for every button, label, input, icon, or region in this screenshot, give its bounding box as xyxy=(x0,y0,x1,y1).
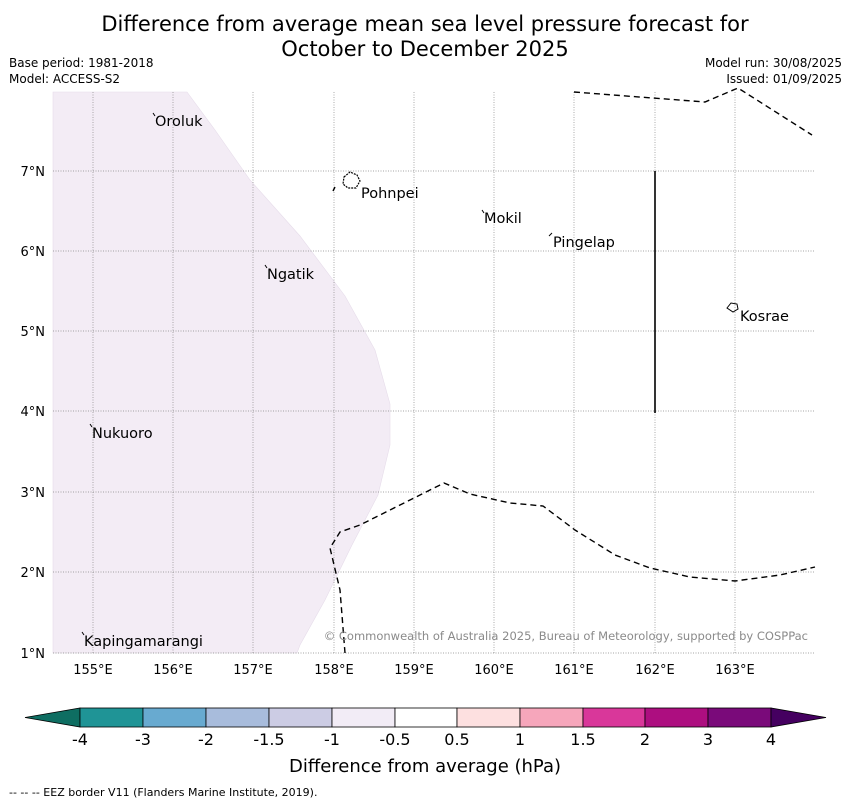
place-ngatik: Ngatik xyxy=(267,267,315,283)
lon-tick-160e: 160°E xyxy=(474,663,514,678)
colorbar-seg-10 xyxy=(644,707,709,728)
place-kosrae: Kosrae xyxy=(740,309,789,325)
place-nukuoro: Nukuoro xyxy=(92,426,153,442)
colorbar-tick: -1 xyxy=(324,730,340,749)
colorbar xyxy=(24,707,827,728)
place-oroluk: Oroluk xyxy=(155,114,203,130)
colorbar-seg-8 xyxy=(519,707,584,728)
lon-tick-155e: 155°E xyxy=(73,663,113,678)
map-title: Difference from average mean sea level p… xyxy=(0,12,850,62)
gridlines xyxy=(53,92,815,654)
base-period: Base period: 1981-2018 xyxy=(9,56,154,70)
model-name: Model: ACCESS-S2 xyxy=(9,72,121,86)
colorbar-seg-3 xyxy=(205,707,270,728)
model-run: Model run: 30/08/2025 xyxy=(704,56,842,70)
lat-tick-1n: 1°N xyxy=(21,647,46,662)
title-line-2: October to December 2025 xyxy=(281,37,569,61)
colorbar-seg-7 xyxy=(456,707,521,728)
colorbar-tick: -4 xyxy=(72,730,88,749)
colorbar-tick: 1 xyxy=(515,730,525,749)
colorbar-tick: 0.5 xyxy=(444,730,469,749)
lon-tick-156e: 156°E xyxy=(153,663,193,678)
copyright-text: © Commonwealth of Australia 2025, Bureau… xyxy=(324,629,808,643)
meta-right: Model run: 30/08/2025 Issued: 01/09/2025 xyxy=(705,55,842,87)
colorbar-tick: -0.5 xyxy=(379,730,410,749)
anomaly-region xyxy=(52,91,391,654)
place-pohnpei: Pohnpei xyxy=(361,186,419,202)
colorbar-seg-9 xyxy=(582,707,646,728)
colorbar-tick: -1.5 xyxy=(253,730,284,749)
lon-tick-157e: 157°E xyxy=(233,663,273,678)
colorbar-tick: 1.5 xyxy=(570,730,595,749)
colorbar-seg-1 xyxy=(79,707,144,728)
atoll-marks xyxy=(81,112,553,636)
lat-tick-7n: 7°N xyxy=(21,165,46,180)
pohnpei-island xyxy=(342,171,361,189)
lon-tick-158e: 158°E xyxy=(314,663,354,678)
colorbar-tick: -3 xyxy=(135,730,151,749)
place-mokil: Mokil xyxy=(484,211,522,227)
lon-tick-163e: 163°E xyxy=(715,663,755,678)
lon-tick-159e: 159°E xyxy=(394,663,434,678)
eez-borders xyxy=(329,87,816,654)
colorbar-low-arrow xyxy=(24,707,81,728)
colorbar-tick: 4 xyxy=(766,730,776,749)
title-line-1: Difference from average mean sea level p… xyxy=(101,12,749,36)
colorbar-seg-5 xyxy=(331,707,396,728)
place-kapingamarangi: Kapingamarangi xyxy=(84,634,203,650)
lon-tick-162e: 162°E xyxy=(635,663,675,678)
lat-tick-2n: 2°N xyxy=(21,566,46,581)
eez-border-south xyxy=(329,482,816,654)
colorbar-seg-6 xyxy=(394,707,458,728)
lat-tick-6n: 6°N xyxy=(21,245,46,260)
colorbar-seg-4 xyxy=(268,707,333,728)
lat-tick-3n: 3°N xyxy=(21,486,46,501)
lon-tick-161e: 161°E xyxy=(554,663,594,678)
colorbar-title: Difference from average (hPa) xyxy=(289,756,561,777)
lat-tick-5n: 5°N xyxy=(21,325,46,340)
eez-footnote: -- -- -- EEZ border V11 (Flanders Marine… xyxy=(9,786,318,799)
colorbar-tick: 3 xyxy=(703,730,713,749)
colorbar-seg-2 xyxy=(142,707,207,728)
lat-tick-4n: 4°N xyxy=(21,405,46,420)
colorbar-seg-11 xyxy=(707,707,772,728)
place-pingelap: Pingelap xyxy=(553,235,615,251)
colorbar-tick: -2 xyxy=(198,730,214,749)
colorbar-high-arrow xyxy=(770,707,827,728)
eez-border-fragment xyxy=(332,186,336,192)
colorbar-tick: 2 xyxy=(640,730,650,749)
meta-left: Base period: 1981-2018 Model: ACCESS-S2 xyxy=(9,55,154,87)
issued-date: Issued: 01/09/2025 xyxy=(726,72,842,86)
kosrae-island xyxy=(726,302,739,313)
eez-border-north xyxy=(573,87,813,136)
